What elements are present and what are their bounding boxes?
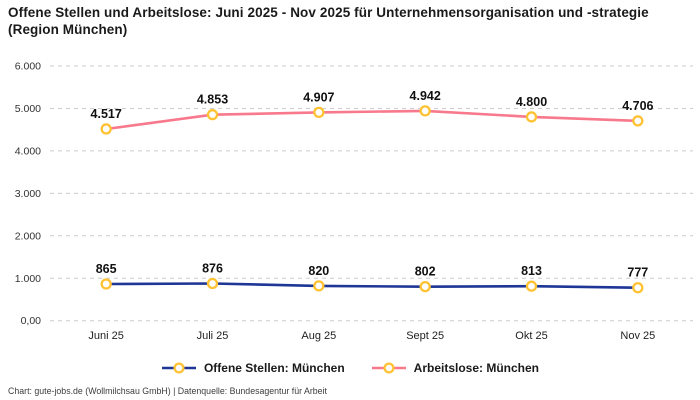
data-point-label: 4.800 <box>516 95 547 109</box>
y-axis-tick-label: 3.000 <box>15 188 41 200</box>
chart-legend: Offene Stellen: München Arbeitslose: Mün… <box>0 361 700 375</box>
data-point-marker[interactable] <box>313 280 325 292</box>
data-point-label: 777 <box>627 266 648 280</box>
data-point-marker[interactable] <box>525 280 538 292</box>
data-point-label: 813 <box>521 264 542 278</box>
data-point-marker[interactable] <box>206 277 219 290</box>
data-point-marker[interactable] <box>419 105 431 117</box>
data-point-marker[interactable] <box>525 111 538 123</box>
line-chart: 0,00 1.000 2.000 3.000 4.000 5.000 6.000 Juni 2… <box>15 61 693 342</box>
x-axis-tick-label: Nov 25 <box>620 330 655 342</box>
legend-marker-offene-stellen-icon <box>161 362 196 374</box>
legend-label: Arbeitslose: München <box>413 361 540 375</box>
y-axis-tick-label: 0,00 <box>21 315 42 327</box>
data-point-label: 4.907 <box>303 90 334 104</box>
legend-item-offene-stellen[interactable]: Offene Stellen: München <box>161 361 345 375</box>
y-axis-tick-label: 2.000 <box>15 230 41 242</box>
data-point-label: 865 <box>96 262 117 276</box>
data-point-marker[interactable] <box>632 282 644 294</box>
x-axis-tick-label: Sept 25 <box>406 330 444 342</box>
y-axis-tick-label: 1.000 <box>15 273 41 285</box>
legend-label: Offene Stellen: München <box>203 361 345 375</box>
series-line <box>104 282 640 289</box>
x-axis-tick-label: Juni 25 <box>88 330 123 342</box>
data-point-label: 802 <box>415 265 436 279</box>
data-point-marker[interactable] <box>206 109 219 121</box>
chart-title: Offene Stellen und Arbeitslose: Juni 202… <box>8 5 649 37</box>
data-point-label: 820 <box>308 264 329 278</box>
series-line <box>104 109 640 131</box>
data-point-label: 4.853 <box>197 93 228 107</box>
y-axis-tick-label: 4.000 <box>15 145 41 157</box>
data-point-marker[interactable] <box>313 106 325 119</box>
chart-credit: Chart: gute-jobs.de (Wollmilchsau GmbH) … <box>8 386 327 396</box>
data-point-label: 4.517 <box>91 107 122 121</box>
data-point-marker[interactable] <box>100 278 112 290</box>
y-axis-tick-label: 6.000 <box>15 61 41 73</box>
data-point-label: 4.706 <box>622 99 653 113</box>
y-axis-tick-label: 5.000 <box>15 103 41 115</box>
data-point-label: 876 <box>202 262 223 276</box>
data-point-label: 4.942 <box>410 89 441 103</box>
data-point-marker[interactable] <box>419 281 431 293</box>
x-axis-tick-label: Okt 25 <box>515 330 547 342</box>
x-axis-tick-label: Juli 25 <box>197 330 229 342</box>
data-point-marker[interactable] <box>632 115 644 127</box>
data-point-marker[interactable] <box>100 123 112 135</box>
legend-marker-arbeitslose-icon <box>371 362 406 374</box>
legend-item-arbeitslose[interactable]: Arbeitslose: München <box>371 361 539 375</box>
x-axis-tick-label: Aug 25 <box>301 330 336 342</box>
